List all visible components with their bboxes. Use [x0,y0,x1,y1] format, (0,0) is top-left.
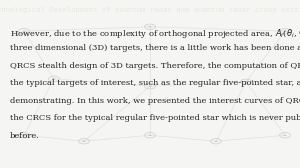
Text: Technological Development of quantum radar and quantum radar cross section: Technological Development of quantum rad… [0,7,300,13]
Circle shape [22,30,26,32]
Circle shape [284,30,286,32]
Text: However, due to the complexity of orthogonal projected area, $A_i$($\theta_i$, $: However, due to the complexity of orthog… [10,27,300,40]
Text: three dimensional (3D) targets, there is a little work has been done about the: three dimensional (3D) targets, there is… [10,44,300,52]
Text: QRCS stealth design of 3D targets. Therefore, the computation of QRCS of: QRCS stealth design of 3D targets. There… [10,62,300,70]
Circle shape [148,26,152,28]
Circle shape [284,135,286,136]
Text: before.: before. [10,132,40,140]
Circle shape [148,86,152,87]
Circle shape [52,78,56,79]
Circle shape [82,140,85,142]
Circle shape [22,135,26,136]
Text: the CRCS for the typical regular five-pointed star which is never published: the CRCS for the typical regular five-po… [10,114,300,122]
Text: demonstrating. In this work, we presented the interest curves of QRCS and: demonstrating. In this work, we presente… [10,97,300,105]
Text: the typical targets of interest, such as the regular five-pointed star, are wort: the typical targets of interest, such as… [10,79,300,87]
Circle shape [214,140,218,142]
Circle shape [244,81,247,82]
Circle shape [148,135,152,136]
